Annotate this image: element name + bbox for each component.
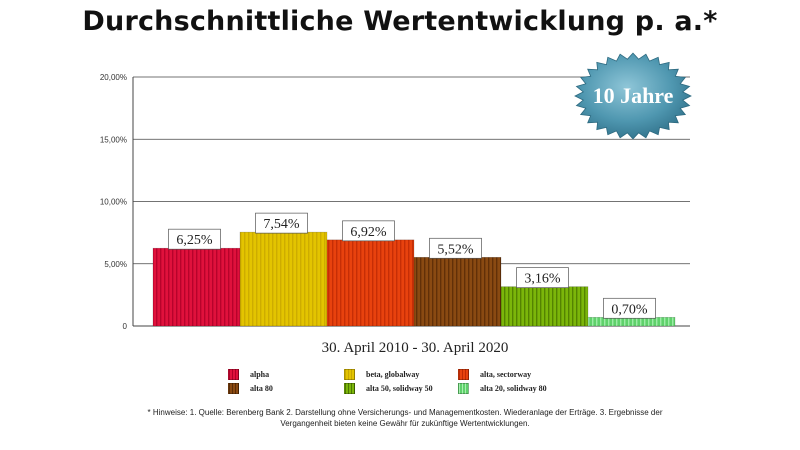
bar-beta-globalway [239,231,328,327]
data-label-box [255,212,308,234]
starburst-icon [574,52,692,140]
legend-item-alta-20-solidway-80: alta 20, solidway 80 [458,382,547,394]
footnote-line-2: Vergangenheit bieten keine Gewähr für zu… [280,419,530,428]
y-tick-label: 15,00% [100,135,127,144]
y-tick-label: 5,00% [104,260,127,269]
y-tick-label: 20,00% [100,73,127,82]
bar-alta-50-solidway-50 [500,286,589,327]
legend-swatch [228,368,239,380]
badge-label: 10 Jahre [592,83,674,108]
data-label-box [429,237,482,259]
legend-label: alta, sectorway [480,369,532,379]
footnote-line-1: * Hinweise: 1. Quelle: Berenberg Bank 2.… [147,408,663,417]
period-badge: 10 Jahre [572,52,694,140]
legend-swatch [458,368,469,380]
bar-alta-80 [413,256,502,327]
legend-item-alta-sectorway: alta, sectorway [458,368,531,380]
legend-swatch [228,382,239,394]
y-tick-label: 10,00% [100,198,127,207]
legend-item-alta-80: alta 80 [228,382,273,394]
data-label: 6,92% [350,225,387,240]
legend-label: alta 20, solidway 80 [480,383,547,393]
data-label: 7,54% [263,217,300,232]
legend-item-alpha: alpha [228,368,269,380]
bar-alta-sectorway [326,239,415,327]
legend-label: alpha [250,369,270,379]
legend-item-beta-globalway: beta, globalway [344,368,419,380]
legend-swatch [344,382,355,394]
footnote: * Hinweise: 1. Quelle: Berenberg Bank 2.… [110,407,700,429]
legend-swatch [344,368,355,380]
data-label: 0,70% [611,302,648,317]
legend-label: alta 80 [250,383,273,393]
data-label-box [168,228,221,250]
chart-title: Durchschnittliche Wertentwicklung p. a.* [82,6,718,37]
x-axis-label: 30. April 2010 - 30. April 2020 [321,340,509,356]
data-label: 6,25% [176,233,213,248]
bar-alpha [152,247,241,327]
legend-label: alta 50, solidway 50 [366,383,433,393]
data-label-box [603,297,656,319]
data-label: 5,52% [437,242,474,257]
label-layer: 0 5,00% 10,00% 15,00% 20,00% 6,25% 7,54% 6,92% 5… [100,73,656,331]
legend-label: beta, globalway [366,369,420,379]
data-label: 3,16% [524,272,561,287]
y-tick-label: 0 [123,322,128,331]
legend-swatch [458,382,469,394]
data-label-box [516,267,569,289]
data-label-box [342,220,395,242]
legend-item-alta-50-solidway-50: alta 50, solidway 50 [344,382,433,394]
bar-layer [152,231,676,327]
